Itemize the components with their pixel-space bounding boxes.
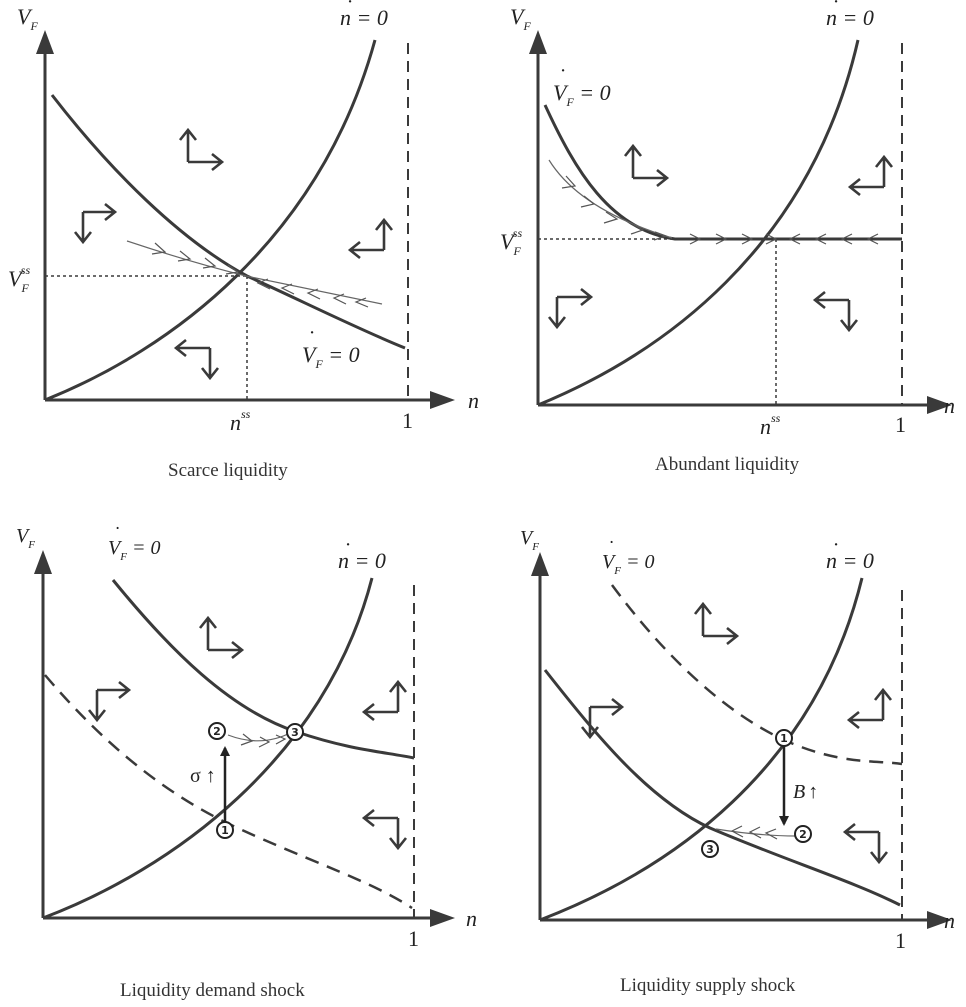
y-axis-label: VF bbox=[520, 527, 539, 553]
ndot-zero-label: n = 0 bbox=[826, 5, 874, 30]
ndot-zero-curve bbox=[44, 39, 377, 402]
panel-scarce-liquidity: VF n 1 nss VFss n = 0 ˙ VF = 0 ˙ Scarce … bbox=[8, 0, 479, 481]
saddle-path bbox=[548, 159, 673, 239]
y-axis-arrowhead bbox=[531, 552, 549, 576]
vdot-zero-curve-old bbox=[44, 674, 413, 910]
shock-label: σ ↑ bbox=[190, 765, 216, 787]
y-axis-label: VF bbox=[17, 4, 38, 33]
svg-text:1: 1 bbox=[221, 824, 229, 837]
y-axis-arrowhead bbox=[529, 30, 547, 54]
saddle-path bbox=[715, 828, 797, 837]
n-ss-label: nss bbox=[230, 407, 251, 435]
x-axis-arrowhead bbox=[927, 396, 952, 414]
x-axis-label: n bbox=[944, 908, 955, 933]
vdot-zero-curve bbox=[543, 104, 902, 241]
panel-caption: Scarce liquidity bbox=[168, 460, 288, 481]
vdot-zero-curve-old bbox=[610, 584, 903, 766]
ndot-zero-label: n = 0 bbox=[826, 548, 874, 573]
point-2: 2 bbox=[794, 825, 812, 843]
svg-text:2: 2 bbox=[213, 725, 221, 738]
svg-text:1: 1 bbox=[780, 732, 788, 745]
vdot-zero-curve-new bbox=[111, 579, 415, 760]
y-axis-label: VF bbox=[510, 4, 531, 33]
vdot-dot: ˙ bbox=[307, 326, 314, 351]
ndot-dot: ˙ bbox=[343, 538, 350, 563]
svg-text:2: 2 bbox=[799, 828, 807, 841]
vdot-zero-label: VF = 0 bbox=[553, 80, 611, 109]
saddle-chevrons bbox=[151, 242, 369, 308]
point-2: 2 bbox=[208, 722, 226, 740]
panel-liquidity-demand-shock: 1 2 3 σ ↑ VF n 1 n = 0 ˙ VF = 0 ˙ Liquid… bbox=[16, 523, 477, 1001]
direction-arrows bbox=[73, 127, 394, 381]
x-axis-label: n bbox=[944, 393, 955, 418]
direction-arrows bbox=[87, 615, 408, 851]
panel-caption: Liquidity demand shock bbox=[120, 980, 305, 1001]
ndot-zero-curve bbox=[539, 577, 864, 922]
vdot-zero-curve bbox=[50, 94, 406, 350]
x-axis-arrowhead bbox=[927, 911, 952, 929]
direction-arrows bbox=[547, 143, 894, 333]
svg-text:3: 3 bbox=[706, 843, 714, 856]
x-tick-one: 1 bbox=[895, 928, 906, 953]
direction-arrows bbox=[580, 601, 893, 865]
vdot-dot: ˙ bbox=[558, 64, 565, 89]
x-axis-arrowhead bbox=[430, 391, 455, 409]
y-axis-arrowhead bbox=[34, 550, 52, 574]
saddle-path bbox=[227, 731, 293, 742]
v-ss-label: VFss bbox=[500, 226, 522, 258]
panel-caption: Liquidity supply shock bbox=[620, 975, 796, 996]
ndot-dot: ˙ bbox=[831, 0, 838, 20]
ndot-zero-label: n = 0 bbox=[340, 5, 388, 30]
saddle-chevrons bbox=[730, 825, 778, 840]
n-ss-label: nss bbox=[760, 411, 781, 439]
vdot-zero-curve-new bbox=[543, 669, 901, 907]
vdot-zero-label: VF = 0 bbox=[302, 342, 360, 371]
vdot-dot: ˙ bbox=[113, 523, 120, 545]
ndot-zero-curve bbox=[42, 577, 374, 920]
saddle-path bbox=[126, 240, 383, 305]
saddle-chevrons bbox=[240, 733, 287, 748]
shock-label: B ↑ bbox=[793, 781, 818, 803]
x-axis-label: n bbox=[468, 388, 479, 413]
vdot-zero-label: VF = 0 bbox=[602, 551, 654, 577]
saddle-chevrons bbox=[561, 175, 879, 245]
x-tick-one: 1 bbox=[402, 408, 413, 433]
ndot-dot: ˙ bbox=[345, 0, 352, 20]
panel-caption: Abundant liquidity bbox=[655, 454, 800, 475]
panel-abundant-liquidity: VF n 1 nss VFss n = 0 ˙ VF = 0 ˙ Abundan… bbox=[500, 0, 955, 475]
v-ss-label: VFss bbox=[8, 263, 30, 295]
point-3: 3 bbox=[701, 840, 719, 858]
ndot-dot: ˙ bbox=[831, 538, 838, 563]
y-axis-label: VF bbox=[16, 525, 35, 551]
panel-liquidity-supply-shock: 1 2 3 B ↑ VF n 1 n = 0 ˙ VF = 0 ˙ Liquidi… bbox=[520, 527, 955, 996]
ndot-zero-label: n = 0 bbox=[338, 548, 386, 573]
vdot-zero-label: VF = 0 bbox=[108, 537, 160, 563]
point-3: 3 bbox=[286, 723, 304, 741]
svg-text:3: 3 bbox=[291, 726, 299, 739]
x-tick-one: 1 bbox=[408, 926, 419, 951]
x-tick-one: 1 bbox=[895, 412, 906, 437]
x-axis-label: n bbox=[466, 906, 477, 931]
vdot-dot: ˙ bbox=[607, 537, 614, 559]
point-1: 1 bbox=[775, 729, 793, 747]
ndot-zero-curve bbox=[537, 39, 860, 407]
point-1: 1 bbox=[216, 821, 234, 839]
x-axis-arrowhead bbox=[430, 909, 455, 927]
y-axis-arrowhead bbox=[36, 30, 54, 54]
